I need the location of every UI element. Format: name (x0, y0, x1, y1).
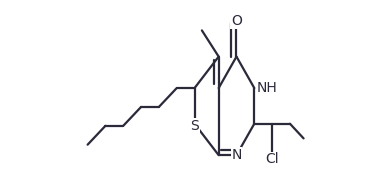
Text: S: S (190, 119, 199, 133)
Text: O: O (231, 14, 242, 28)
Text: NH: NH (257, 81, 277, 95)
Text: Cl: Cl (265, 152, 279, 166)
Text: N: N (231, 148, 241, 162)
